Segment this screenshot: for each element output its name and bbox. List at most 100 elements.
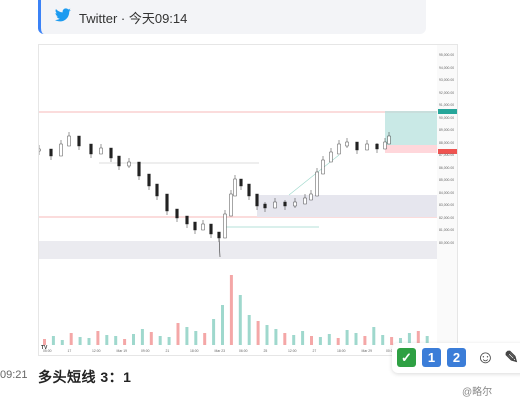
candle-body bbox=[247, 183, 251, 197]
time-axis-label: Mar 29 bbox=[361, 349, 373, 353]
volume-bar bbox=[283, 333, 287, 345]
volume-bar bbox=[60, 340, 64, 345]
volume-bar bbox=[78, 337, 82, 345]
candle-body bbox=[209, 223, 213, 235]
candle-body bbox=[223, 213, 227, 239]
volume-divider-zone bbox=[39, 241, 437, 259]
candle-body bbox=[283, 201, 287, 207]
time-axis-label: 25 bbox=[263, 349, 268, 353]
volume-bar bbox=[256, 321, 260, 345]
candle-body bbox=[117, 155, 121, 167]
candle-body bbox=[137, 161, 141, 177]
price-axis-label: 87,000.00 bbox=[439, 153, 455, 157]
volume-bar bbox=[158, 336, 162, 345]
candle-body bbox=[77, 135, 81, 147]
price-axis-label: 86,000.00 bbox=[439, 165, 455, 170]
volume-bar bbox=[87, 338, 91, 345]
btc-chart-image[interactable]: cryptoc_trade@TradingView.com Apr 01, 20… bbox=[38, 44, 458, 356]
volume-bar bbox=[212, 319, 216, 345]
volume-bar bbox=[301, 331, 305, 345]
volume-bar bbox=[221, 305, 224, 345]
volume-bar bbox=[229, 275, 233, 345]
message-text: 多头短线 3：1 bbox=[38, 369, 132, 385]
message-time: 09:21 bbox=[0, 369, 28, 381]
time-axis-label: 06:00 bbox=[239, 349, 248, 353]
candle-body bbox=[201, 223, 205, 231]
candle-body bbox=[233, 178, 237, 197]
price-axis-label: 92,000.00 bbox=[439, 90, 455, 95]
number-one-icon[interactable]: 1 bbox=[422, 348, 441, 367]
price-axis-label: 82,000.00 bbox=[439, 215, 455, 220]
volume-bar bbox=[123, 339, 127, 345]
candle-body bbox=[109, 147, 113, 159]
time-axis-label: 12:00 bbox=[92, 349, 101, 353]
volume-bar bbox=[327, 334, 331, 345]
time-axis-label: Mar 19 bbox=[116, 349, 128, 353]
candle-body bbox=[309, 193, 313, 201]
candle-body bbox=[375, 143, 379, 150]
price-axis-label: 90,000.00 bbox=[439, 115, 455, 120]
time-axis-label: 18:00 bbox=[337, 349, 346, 353]
time-axis-label: 18:00 bbox=[190, 349, 199, 353]
price-axis-label: 84,000.00 bbox=[439, 190, 455, 195]
pencil-icon[interactable]: ✎ bbox=[502, 348, 520, 367]
time-axis-label: 12:00 bbox=[288, 349, 297, 353]
demand-zone bbox=[257, 195, 437, 217]
volume-bar bbox=[238, 295, 242, 345]
volume-bar bbox=[69, 333, 73, 345]
price-axis-label: 94,000.00 bbox=[439, 65, 455, 70]
sl-price-tag bbox=[438, 149, 457, 154]
volume-bar bbox=[132, 334, 135, 345]
volume-bar bbox=[43, 339, 46, 345]
candle-body bbox=[383, 141, 387, 150]
check-mark-icon[interactable]: ✓ bbox=[397, 348, 416, 367]
candle-body bbox=[329, 151, 333, 163]
volume-bar bbox=[363, 336, 367, 345]
candle-body bbox=[89, 143, 93, 155]
volume-bar bbox=[96, 331, 100, 345]
volume-bar bbox=[203, 333, 207, 345]
volume-bar bbox=[399, 338, 402, 345]
volume-bar bbox=[265, 325, 269, 345]
candle-body bbox=[321, 159, 325, 175]
price-axis-label: 91,000.00 bbox=[439, 103, 455, 107]
watermark: @略尔 bbox=[462, 387, 493, 398]
candle-body bbox=[355, 141, 359, 151]
volume-bar bbox=[354, 333, 358, 345]
candle-body bbox=[59, 143, 63, 157]
price-axis-bg bbox=[437, 45, 457, 355]
candle-body bbox=[337, 143, 341, 155]
candle-body bbox=[147, 173, 151, 187]
volume-bar bbox=[310, 336, 313, 345]
price-axis-label: 95,000.00 bbox=[439, 53, 455, 57]
price-axis-label: 89,000.00 bbox=[439, 128, 455, 132]
candle-body bbox=[365, 143, 369, 151]
price-axis-label: 80,000.00 bbox=[439, 240, 455, 245]
volume-bar bbox=[381, 335, 385, 345]
candle-body bbox=[185, 215, 189, 225]
volume-bar bbox=[149, 332, 153, 345]
twitter-bird-icon bbox=[55, 8, 71, 22]
tradingview-logo: TV bbox=[41, 345, 48, 351]
reaction-toolbar: ✓ 1 2 ☺ ✎ bbox=[392, 343, 520, 373]
chart-canvas bbox=[39, 45, 457, 355]
volume-bar bbox=[274, 329, 278, 345]
candle-body bbox=[175, 208, 179, 219]
volume-bar bbox=[372, 327, 376, 345]
volume-bar bbox=[114, 336, 118, 345]
price-axis-label: 93,000.00 bbox=[439, 78, 455, 82]
time-axis-label: Mar 23 bbox=[214, 349, 226, 353]
twitter-source-card[interactable]: Twitter · 今天09:14 bbox=[38, 0, 426, 34]
price-axis-label: 85,000.00 bbox=[439, 178, 455, 182]
number-two-icon[interactable]: 2 bbox=[447, 348, 466, 367]
candle-body bbox=[293, 201, 297, 207]
candle-body bbox=[99, 147, 103, 155]
price-axis-label: 88,000.00 bbox=[439, 140, 455, 145]
volume-bar bbox=[185, 327, 189, 345]
smile-icon[interactable]: ☺ bbox=[476, 347, 495, 367]
candle-body bbox=[155, 183, 159, 197]
candle-body bbox=[239, 178, 243, 187]
volume-bar bbox=[194, 331, 198, 345]
candle-body bbox=[255, 193, 259, 207]
candle-body bbox=[273, 201, 277, 209]
